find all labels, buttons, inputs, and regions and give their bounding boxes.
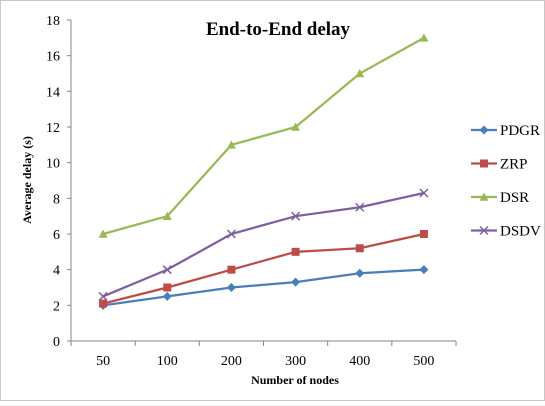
legend-label: DSR [500, 190, 529, 206]
diamond-marker [291, 277, 301, 287]
square-marker [163, 283, 172, 292]
x-marker [226, 229, 236, 239]
x-marker [479, 225, 489, 236]
chart-title: End-to-End delay [206, 19, 351, 40]
triangle-marker [226, 140, 236, 149]
diamond-marker [226, 283, 236, 292]
y-tick-label: 6 [53, 228, 60, 243]
series-line [102, 36, 425, 236]
square-marker [291, 247, 300, 256]
legend-label: DSDV [500, 224, 541, 240]
series-zrp [99, 230, 428, 308]
triangle-marker [479, 192, 489, 201]
triangle-marker [98, 229, 108, 238]
x-marker [291, 211, 301, 221]
square-marker [355, 244, 364, 253]
diamond-marker [355, 268, 365, 278]
y-tick-label: 10 [46, 157, 60, 172]
diamond-marker [162, 291, 172, 301]
triangle-marker [162, 211, 172, 220]
x-tick-label: 300 [285, 354, 306, 369]
y-tick-label: 14 [46, 85, 60, 100]
square-marker [227, 265, 236, 274]
legend-label: ZRP [500, 157, 528, 173]
x-marker [98, 291, 108, 301]
x-axis-label: Number of nodes [251, 373, 339, 387]
legend: PDGR ZRP DSR DSDV [471, 123, 541, 240]
triangle-marker [355, 69, 365, 78]
triangle-marker [419, 33, 429, 42]
diamond-marker [479, 125, 489, 135]
square-marker [480, 159, 488, 168]
legend-item-dsr: DSR [471, 190, 529, 206]
legend-item-zrp: ZRP [471, 157, 528, 173]
x-tick-label: 200 [221, 354, 242, 369]
y-tick-label: 8 [53, 192, 60, 207]
triangle-marker [291, 122, 301, 131]
diamond-marker [419, 265, 429, 275]
x-tick-label: 500 [413, 354, 434, 369]
y-tick-label: 12 [46, 121, 60, 136]
x-marker [355, 202, 365, 212]
series-line [102, 191, 425, 298]
square-marker [99, 299, 108, 308]
axes: 0 2 4 6 8 10 12 14 16 18 50 100 200 300 400 500 [46, 14, 457, 369]
y-tick-label: 18 [46, 14, 60, 29]
x-tick-label: 100 [157, 354, 178, 369]
series-dsr [98, 33, 429, 238]
y-tick-label: 2 [53, 299, 60, 314]
square-marker [419, 230, 428, 238]
legend-item-dsdv: DSDV [471, 224, 541, 240]
x-marker [419, 188, 429, 198]
series-line [102, 268, 424, 307]
x-tick-label: 400 [349, 354, 370, 369]
y-tick-label: 4 [53, 264, 60, 279]
series-dsdv [98, 188, 429, 301]
y-tick-label: 0 [53, 335, 60, 350]
x-tick-label: 50 [96, 354, 110, 369]
x-marker [162, 265, 172, 275]
y-tick-label: 16 [46, 50, 60, 65]
y-axis-label: Average delay (s) [20, 136, 34, 224]
series-layer [98, 33, 429, 310]
series-line [102, 232, 425, 305]
legend-item-pdgr: PDGR [471, 123, 540, 139]
legend-label: PDGR [500, 123, 540, 139]
